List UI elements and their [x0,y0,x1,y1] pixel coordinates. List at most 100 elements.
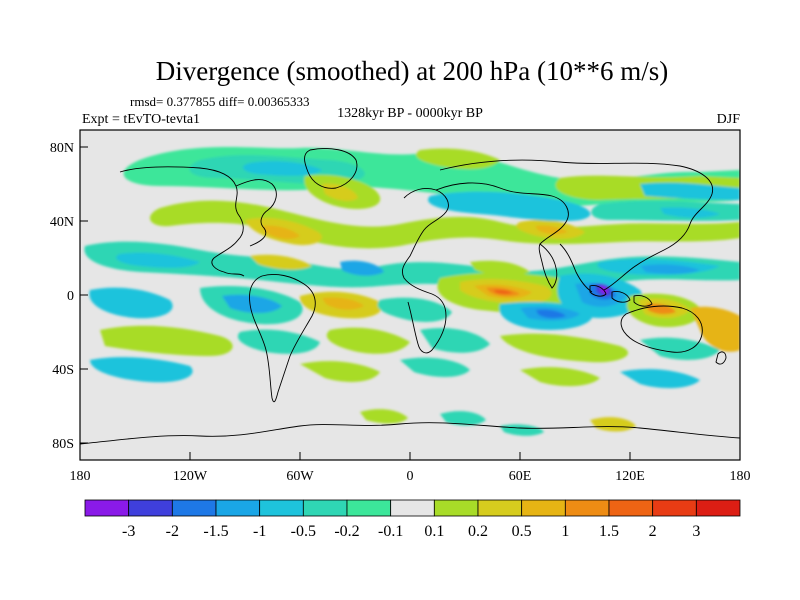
colorbar-label: -3 [122,523,135,540]
colorbar-label: 1 [561,523,569,540]
contour-blob [500,333,629,363]
x-tick-label: 180 [730,469,751,484]
coastline [119,166,245,277]
contour-blob [250,254,312,270]
y-tick-label: 80N [50,141,74,156]
contour-blob [222,294,282,313]
contour-blob [590,417,636,432]
colorbar-swatch [390,499,435,517]
contour-blob [377,297,452,322]
contour-blob [89,287,173,319]
colorbar-label: -1 [253,523,266,540]
coastline [235,179,277,247]
coastline [80,422,740,445]
chart-title: Divergence (smoothed) at 200 hPa (10**6 … [156,56,668,86]
coastline [435,182,569,245]
colorbar-swatch [302,499,348,517]
colorbar-swatch [652,499,697,517]
y-axis: 80N 40N 0 40S 80S [50,141,88,452]
contour-blob [90,357,193,383]
x-tick-label: 180 [70,469,91,484]
colorbar-swatch [695,499,741,517]
colorbar-label: 0.5 [512,523,532,540]
x-tick-label: 0 [407,469,414,484]
x-tick-label: 120E [615,469,645,484]
colorbar-swatch [215,499,261,517]
colorbar-swatch [564,499,610,517]
colorbar-label: 0.1 [424,523,444,540]
coastline [620,305,703,353]
contour-blob [326,327,410,354]
coastline [401,187,449,354]
colorbar-label: -1.5 [203,523,228,540]
contour-blob [416,148,500,170]
colorbar-label: -0.5 [291,523,316,540]
contour-blob [494,289,512,295]
contour-blob [660,207,720,218]
colorbar-swatch [128,499,173,517]
contour-blob [237,329,320,354]
colorbar-label: 2 [649,523,657,540]
colorbar-label: 3 [692,523,700,540]
contour-blob [535,225,568,235]
map-panel: 80N 40N 0 40S 80S 180 120W 60W 0 60E 120… [50,129,751,484]
colorbar-swatch [521,499,566,517]
contour-blob [428,191,591,222]
season-label: DJF [717,112,741,127]
colorbar-swatch [259,499,304,517]
colorbar-label: -0.2 [334,523,359,540]
contour-blob [640,182,740,200]
contour-blob [400,357,470,377]
coastline [633,295,653,307]
colorbar-swatch [171,499,217,517]
contour-blob [243,161,322,176]
x-tick-label: 120W [173,469,208,484]
contour-blob [100,325,233,356]
colorbar: -3 -2 -1.5 -1 -0.5 -0.2 -0.1 0.1 0.2 0.5 1 1.5 2 3 [84,499,741,540]
contour-blob [116,252,200,268]
colorbar-swatch [433,499,479,517]
stats-label: rmsd= 0.377855 diff= 0.00365333 [130,94,309,109]
colorbar-swatch [608,499,654,517]
colorbar-swatch [477,499,523,517]
period-label: 1328kyr BP - 0000kyr BP [337,106,483,121]
y-tick-label: 40S [52,363,74,378]
y-tick-label: 40N [50,215,74,230]
x-axis: 180 120W 60W 0 60E 120E 180 [70,452,751,484]
contour-field [80,147,740,445]
colorbar-swatch [346,499,392,517]
contour-blob [440,411,486,426]
contour-blob [470,260,530,276]
x-tick-label: 60W [286,469,314,484]
coastline [715,351,727,365]
contour-blob [640,264,700,274]
contour-blob [640,337,720,360]
contour-blob [360,409,408,424]
colorbar-label: -2 [166,523,179,540]
coastline [538,243,558,289]
coastline [611,291,631,303]
y-tick-label: 80S [52,437,74,452]
colorbar-label: -0.1 [378,523,403,540]
colorbar-label: 0.2 [468,523,488,540]
contour-blob [322,297,364,310]
coastline [304,148,358,189]
contour-blob [340,260,384,276]
experiment-label: Expt = tEvTO-tevta1 [82,112,200,127]
contour-blob [620,369,700,389]
coastline [559,243,593,293]
coastline [589,285,607,297]
contour-blob [420,327,490,353]
contour-blob [536,309,566,319]
contour-blob [262,225,300,239]
contour-blob [690,306,740,352]
coastline [249,273,316,403]
coastline [439,159,714,291]
coastlines [80,148,740,445]
y-tick-label: 0 [67,289,74,304]
colorbar-swatch [84,499,130,517]
colorbar-label: 1.5 [599,523,619,540]
contour-blob [300,361,380,382]
x-tick-label: 60E [509,469,532,484]
